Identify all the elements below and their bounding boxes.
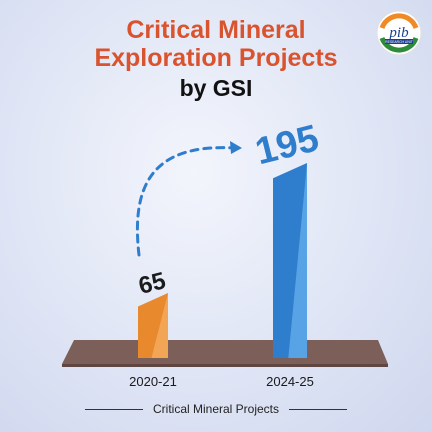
chart-platform <box>62 340 388 364</box>
logo-text: pib <box>388 25 409 41</box>
title-line-2: Exploration Projects <box>94 44 338 72</box>
caption-rule-right <box>289 409 348 411</box>
title-line-3: by GSI <box>179 75 253 101</box>
logo-subtext: RESEARCH UNIT <box>385 40 413 44</box>
category-label-2024-25: 2024-25 <box>266 374 314 389</box>
title-line-1: Critical Mineral <box>126 16 306 44</box>
caption-rule-left <box>84 409 143 411</box>
growth-arrow-line <box>135 146 238 257</box>
bar-highlight <box>151 293 168 358</box>
bar-2020-21 <box>138 293 168 358</box>
growth-arrow-head <box>230 141 242 154</box>
chart-title: Critical Mineral Exploration Projects by… <box>0 16 432 102</box>
x-axis-caption: Critical Mineral Projects <box>0 402 432 416</box>
bar-2024-25 <box>273 163 307 358</box>
bar-highlight <box>288 163 307 358</box>
pib-logo-icon: pib RESEARCH UNIT <box>376 10 422 56</box>
category-label-2020-21: 2020-21 <box>129 374 177 389</box>
data-label-2024-25: 195 <box>251 117 323 173</box>
chart-platform-edge <box>62 364 388 367</box>
data-label-2020-21: 65 <box>136 267 168 300</box>
x-axis-label: Critical Mineral Projects <box>152 402 280 416</box>
